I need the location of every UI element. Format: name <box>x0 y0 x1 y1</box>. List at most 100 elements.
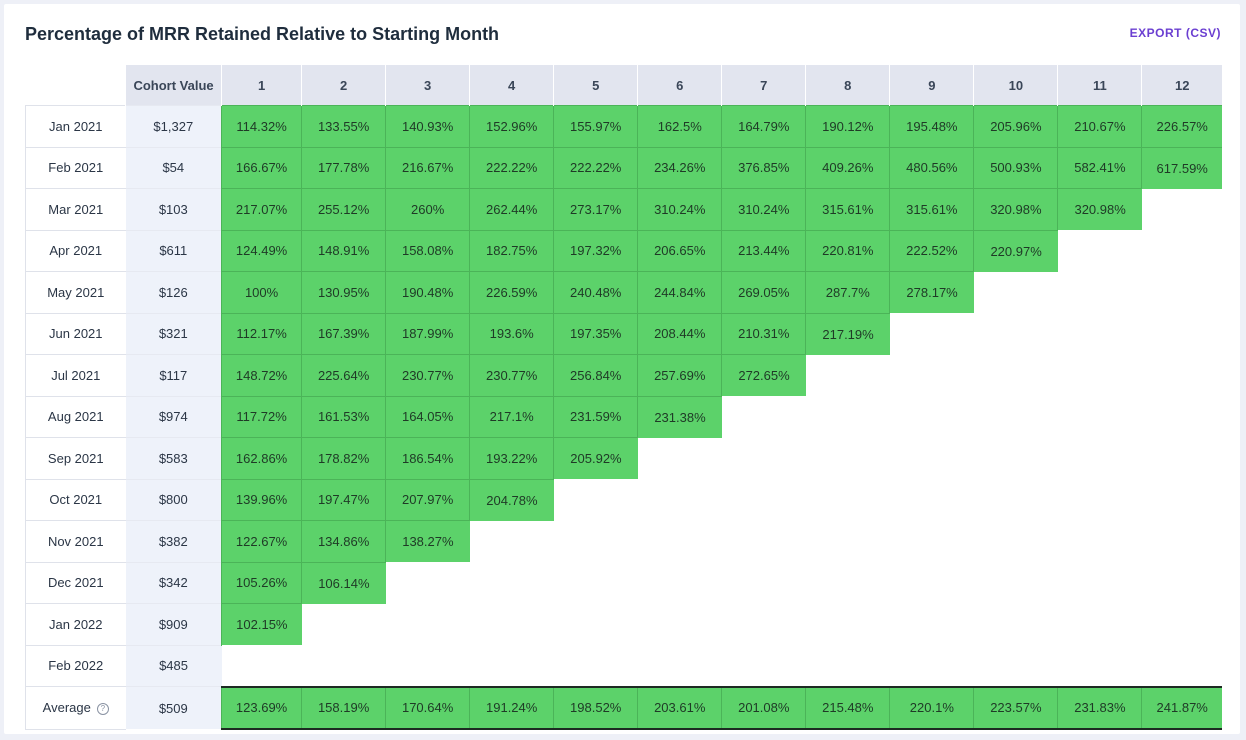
empty-cell <box>805 437 890 479</box>
header-cohort-value: Cohort Value <box>125 65 222 106</box>
cohort-value: $583 <box>125 437 222 479</box>
retention-cell: 204.78% <box>469 478 554 521</box>
retention-cell: 152.96% <box>469 105 554 147</box>
empty-cell <box>889 520 974 562</box>
retention-cell: 231.59% <box>553 395 638 438</box>
help-circle-icon[interactable]: ? <box>96 703 109 716</box>
empty-cell <box>889 479 974 521</box>
cohort-value: $321 <box>125 312 222 355</box>
retention-cell: 278.17% <box>889 271 974 313</box>
export-csv-button[interactable]: EXPORT (CSV) <box>1129 26 1221 40</box>
retention-cell: 162.5% <box>637 105 722 147</box>
retention-cell: 148.72% <box>221 354 302 396</box>
retention-cell: 114.32% <box>221 105 302 147</box>
empty-cell <box>889 603 974 645</box>
retention-cell: 480.56% <box>889 146 974 189</box>
header-month: 4 <box>469 65 554 106</box>
retention-cell: 105.26% <box>221 561 302 604</box>
empty-cell <box>721 396 806 438</box>
empty-cell <box>553 562 638 604</box>
table-row: Jan 2021 $1,327 114.32% 133.55% 140.93% 152.9… <box>24 105 1222 147</box>
header-month: 7 <box>721 65 806 106</box>
retention-cell: 222.22% <box>553 146 638 189</box>
empty-cell <box>973 645 1058 687</box>
average-label: Average <box>42 700 91 716</box>
average-cell: 220.1% <box>889 685 974 730</box>
retention-cell: 226.57% <box>1141 105 1222 147</box>
average-cell: 215.48% <box>805 685 890 730</box>
cohort-value: $342 <box>125 561 222 604</box>
empty-cell <box>1141 645 1222 687</box>
empty-cell <box>973 479 1058 521</box>
empty-cell <box>1141 188 1222 230</box>
empty-cell <box>1141 271 1222 313</box>
table-row: Oct 2021 $800 139.96% 197.47% 207.97% 204.78% <box>24 478 1222 521</box>
empty-cell <box>1057 603 1142 645</box>
table-row: Nov 2021 $382 122.67% 134.86% 138.27% <box>24 520 1222 562</box>
retention-cell: 315.61% <box>889 188 974 230</box>
empty-cell <box>973 603 1058 645</box>
empty-cell <box>1057 437 1142 479</box>
retention-cell: 178.82% <box>301 437 386 479</box>
empty-cell <box>805 354 890 396</box>
cohort-value: $611 <box>125 229 222 272</box>
retention-cell: 193.6% <box>469 312 554 355</box>
retention-cell: 161.53% <box>301 395 386 438</box>
retention-cell: 230.77% <box>385 354 470 396</box>
cohort-label: Oct 2021 <box>24 478 126 521</box>
header-cohort-corner <box>25 65 126 106</box>
retention-cell: 205.92% <box>553 437 638 479</box>
cohort-label: Nov 2021 <box>24 520 126 562</box>
table-row: May 2021 $126 100% 130.95% 190.48% 226.59% 240… <box>24 271 1222 313</box>
retention-cell: 256.84% <box>553 354 638 396</box>
empty-cell <box>1057 562 1142 604</box>
header-month: 5 <box>553 65 638 106</box>
empty-cell <box>637 645 722 687</box>
retention-cell: 220.97% <box>973 229 1058 272</box>
empty-cell <box>385 645 470 687</box>
empty-cell <box>973 396 1058 438</box>
cohort-value: $800 <box>125 478 222 521</box>
header-month: 9 <box>889 65 974 106</box>
retention-cell: 106.14% <box>301 561 386 604</box>
cohort-label: Sep 2021 <box>24 437 126 479</box>
retention-cell: 244.84% <box>637 271 722 313</box>
cohort-label: Jan 2022 <box>24 603 126 645</box>
retention-cell: 225.64% <box>301 354 386 396</box>
table-row: Feb 2021 $54 166.67% 177.78% 216.67% 222.22% 2… <box>24 146 1222 189</box>
retention-cell: 582.41% <box>1057 146 1142 189</box>
header-month: 2 <box>301 65 386 106</box>
empty-cell <box>889 313 974 355</box>
retention-cell: 208.44% <box>637 312 722 355</box>
retention-cell: 197.32% <box>553 229 638 272</box>
empty-cell <box>385 603 470 645</box>
table-row: Sep 2021 $583 162.86% 178.82% 186.54% 193.22%… <box>24 437 1222 479</box>
retention-cell: 164.05% <box>385 395 470 438</box>
retention-cell: 130.95% <box>301 271 386 313</box>
retention-cell: 162.86% <box>221 437 302 479</box>
retention-cell: 190.12% <box>805 105 890 147</box>
header-month: 8 <box>805 65 890 106</box>
empty-cell <box>805 603 890 645</box>
empty-cell <box>805 479 890 521</box>
retention-cell: 272.65% <box>721 354 806 396</box>
retention-cell: 117.72% <box>221 395 302 438</box>
empty-cell <box>721 479 806 521</box>
retention-cell: 133.55% <box>301 105 386 147</box>
empty-cell <box>553 603 638 645</box>
retention-cell: 207.97% <box>385 478 470 521</box>
retention-cell: 315.61% <box>805 188 890 230</box>
retention-cell: 155.97% <box>553 105 638 147</box>
cohort-value: $117 <box>125 354 222 396</box>
empty-cell <box>301 645 386 687</box>
retention-cell: 148.91% <box>301 229 386 272</box>
table-header-row: Cohort Value 1 2 3 4 5 6 7 8 9 10 11 12 <box>25 65 1222 106</box>
empty-cell <box>805 562 890 604</box>
average-cell: 170.64% <box>385 685 470 730</box>
empty-cell <box>1057 520 1142 562</box>
empty-cell <box>721 603 806 645</box>
empty-cell <box>1141 230 1222 272</box>
retention-cell: 187.99% <box>385 312 470 355</box>
average-cell: 223.57% <box>973 685 1058 730</box>
retention-cell: 122.67% <box>221 520 302 562</box>
